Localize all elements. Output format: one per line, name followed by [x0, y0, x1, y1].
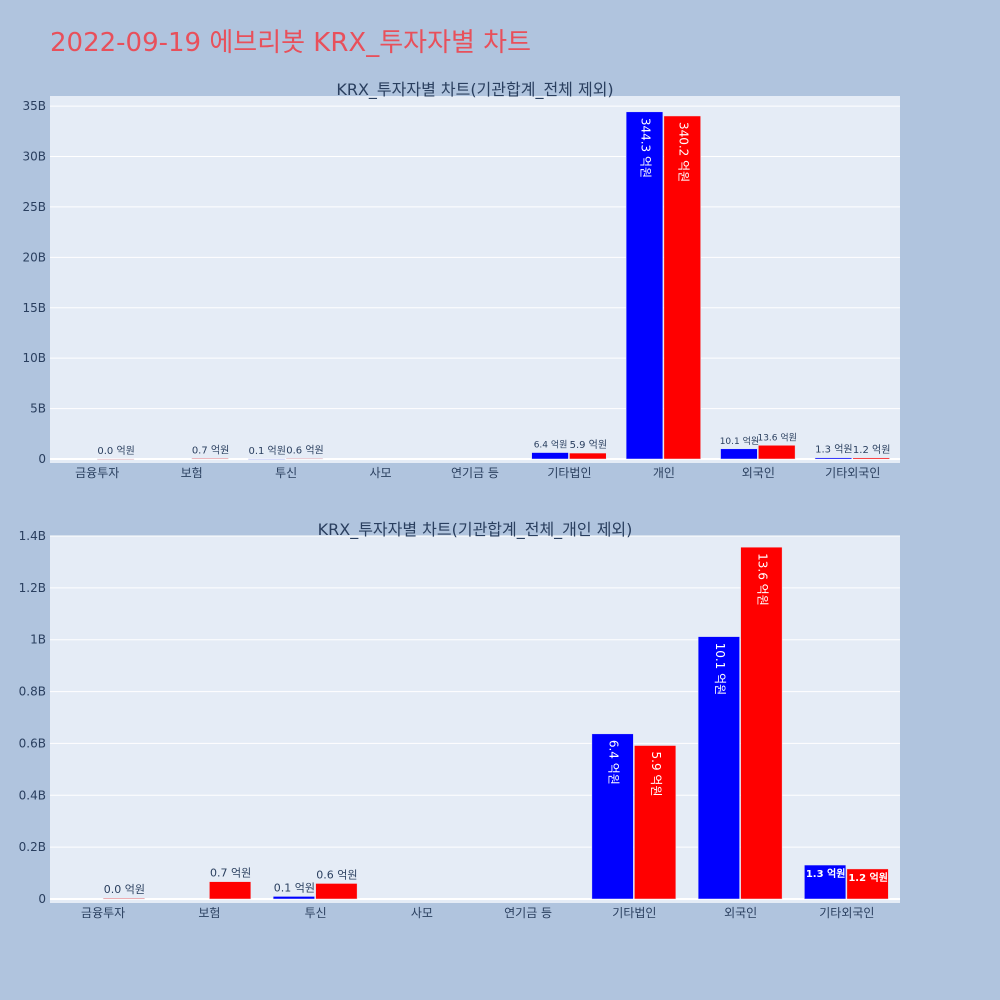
bar [740, 546, 783, 900]
x-tick-label: 기타외국인 [819, 906, 874, 920]
chart-title: KRX_투자자별 차트(기관합계_전체_개인 제외) [318, 520, 633, 540]
bar [191, 458, 229, 460]
x-tick-label: 투신 [305, 906, 327, 920]
y-tick-label: 1.4B [19, 529, 46, 543]
page-title: 2022-09-19 에브리봇 KRX_투자자별 차트 [50, 28, 532, 58]
y-tick-label: 10B [22, 351, 46, 365]
y-tick-label: 1.2B [19, 581, 46, 595]
bar [569, 452, 607, 460]
bar-label: 340.2 억원 [676, 122, 690, 182]
x-tick-label: 연기금 등 [451, 466, 499, 480]
bar [720, 448, 758, 460]
plot-area [50, 96, 900, 463]
chart-title: KRX_투자자별 차트(기관합계_전체 제외) [336, 80, 613, 100]
x-tick-label: 사모 [370, 466, 392, 480]
bar-label: 6.4 억원 [607, 740, 621, 785]
bar [846, 868, 889, 900]
bar-label: 0.6 억원 [286, 444, 323, 456]
bar [531, 452, 569, 460]
bar-label: 13.6 억원 [755, 553, 769, 606]
bar-label: 0.1 억원 [274, 881, 315, 894]
bar-label: 0.7 억원 [192, 444, 229, 456]
y-tick-label: 0.8B [19, 685, 46, 699]
y-tick-label: 0.2B [19, 840, 46, 854]
x-tick-label: 보험 [181, 466, 203, 480]
bar [852, 457, 890, 460]
bar-label: 10.1 억원 [720, 435, 759, 447]
bar-label: 0.0 억원 [104, 883, 145, 896]
bar-label: 1.2 억원 [853, 444, 890, 456]
bar [272, 896, 315, 900]
bar-label: 1.3 억원 [815, 444, 852, 456]
y-tick-label: 0 [38, 452, 46, 466]
y-tick-label: 0.4B [19, 788, 46, 802]
y-tick-label: 5B [30, 402, 46, 416]
x-tick-label: 외국인 [742, 466, 775, 480]
bar [697, 636, 740, 900]
y-tick-label: 25B [22, 200, 46, 214]
chart-2: 0 0.2B 0.4B 0.6B 0.8B 1B 1.2B 1.4B KRX_투자자별 차트(기… [19, 520, 900, 920]
x-tick-label: 개인 [653, 466, 675, 480]
bar [248, 458, 286, 460]
bar-label: 10.1 억원 [713, 643, 727, 696]
y-tick-label: 20B [22, 250, 46, 264]
bar [285, 458, 324, 460]
x-tick-label: 금융투자 [81, 906, 125, 920]
x-tick-label: 기타법인 [547, 466, 591, 480]
y-tick-label: 0 [38, 892, 46, 906]
bar [758, 445, 796, 460]
bar [814, 457, 853, 460]
x-tick-label: 외국인 [724, 906, 757, 920]
x-tick-label: 기타외국인 [825, 466, 880, 480]
bar [625, 111, 664, 460]
bar-label: 0.7 억원 [210, 867, 251, 880]
bar-label: 1.3 억원 [806, 867, 846, 880]
bar-label: 344.3 억원 [639, 118, 653, 178]
bar [804, 864, 847, 900]
x-tick-label: 사모 [411, 906, 433, 920]
bar-label: 5.9 억원 [570, 439, 607, 451]
bar [634, 745, 677, 900]
x-tick-label: 연기금 등 [504, 906, 552, 920]
y-tick-label: 15B [22, 301, 46, 315]
y-tick-label: 1B [30, 633, 46, 647]
bar-label: 0.1 억원 [248, 445, 285, 457]
x-tick-label: 보험 [198, 906, 220, 920]
bar-label: 13.6 억원 [757, 431, 796, 443]
bar-label: 1.2 억원 [848, 871, 888, 884]
bar [315, 883, 358, 900]
chart-1: 0 5B 10B 15B 20B 25B 30B 35B KRX_투자자별 차트(기관합계_전체… [22, 80, 900, 480]
x-tick-label: 투신 [275, 466, 297, 480]
y-tick-label: 35B [22, 99, 46, 113]
bar [663, 115, 701, 460]
y-tick-label: 0.6B [19, 736, 46, 750]
bar [102, 897, 145, 900]
bar [209, 881, 252, 900]
bar-label: 6.4 억원 [534, 439, 568, 451]
bar-label: 0.0 억원 [97, 445, 134, 457]
bar [96, 458, 135, 460]
x-tick-label: 기타법인 [612, 906, 656, 920]
bar-label: 5.9 억원 [649, 752, 663, 797]
bar-label: 0.6 억원 [316, 868, 357, 881]
y-tick-label: 30B [22, 150, 46, 164]
x-tick-label: 금융투자 [75, 466, 119, 480]
bar [591, 733, 634, 900]
